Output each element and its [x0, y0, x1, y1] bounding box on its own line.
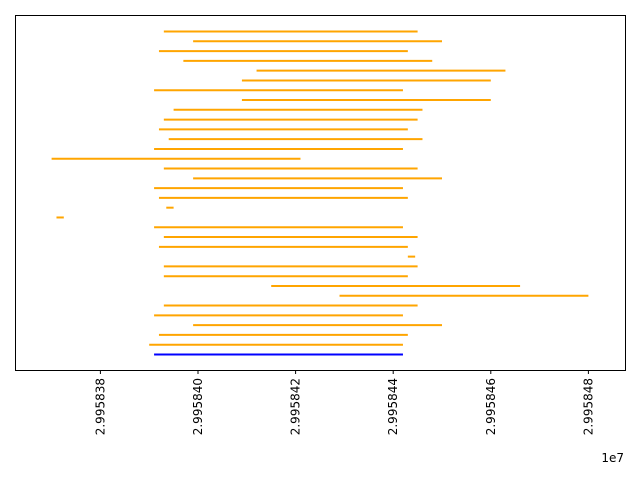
segment-group: [51, 30, 589, 356]
x-axis-offset-label: 1e7: [601, 451, 624, 465]
x-tick-label: 2.995842: [289, 378, 303, 435]
x-tick-label: 2.995844: [386, 378, 400, 435]
axes-frame: [15, 15, 626, 371]
x-axis-ticks: 2.995838 2.995840 2.995842 2.995844 2.995846…: [93, 370, 595, 435]
x-tick-label: 2.995840: [191, 378, 205, 435]
x-tick-label: 2.995846: [484, 378, 498, 435]
x-tick-label: 2.995838: [93, 378, 107, 435]
x-tick-label: 2.995848: [581, 378, 595, 435]
